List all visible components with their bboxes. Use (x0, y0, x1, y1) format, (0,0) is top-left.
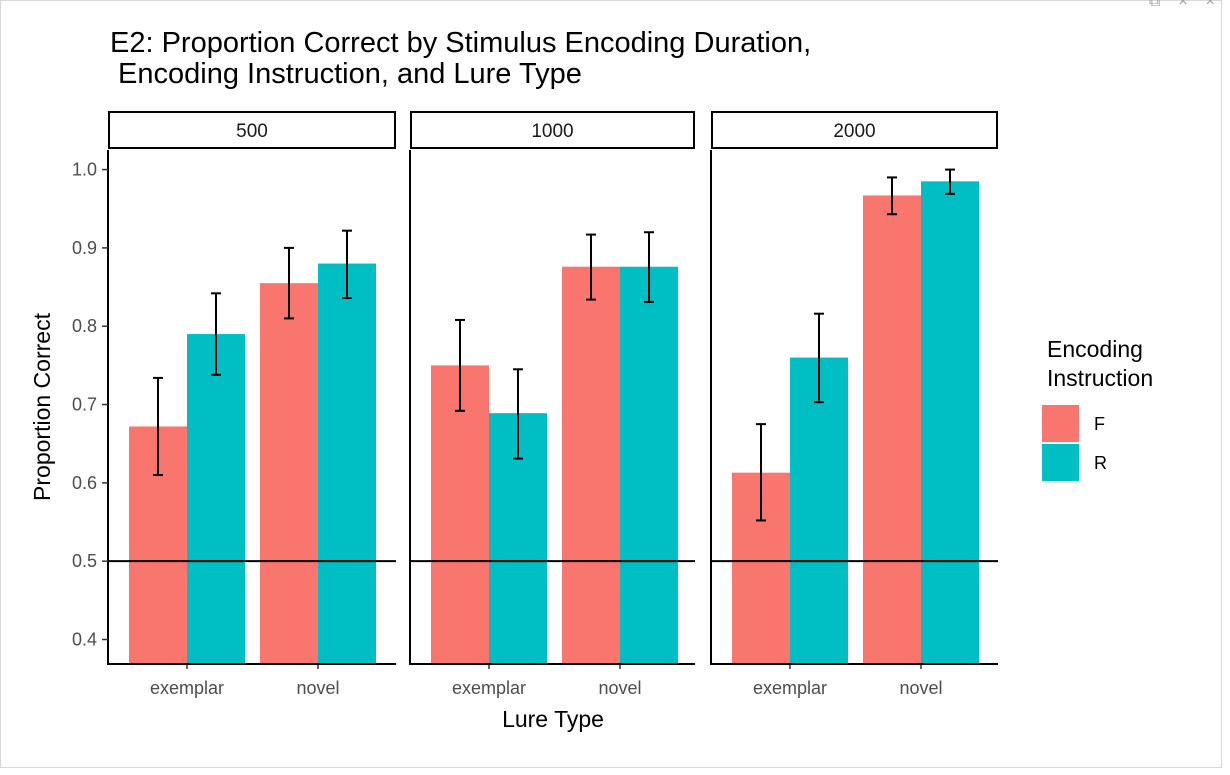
bar-2000-novel-F (863, 195, 921, 663)
legend-label-F: F (1094, 414, 1105, 434)
error-bar-1000-novel-F (586, 233, 596, 301)
error-bar-2000-exemplar-F (756, 423, 766, 522)
x-tick-label-exemplar: exemplar (753, 678, 827, 698)
error-bar-2000-novel-F (887, 176, 897, 216)
facet-strip-label: 2000 (833, 121, 875, 142)
facet-panels: 500 exemplar novel 1000 exemplar novel 2000 exe… (107, 111, 998, 698)
bar-500-novel-F (260, 283, 318, 663)
facet-strip-1000 (410, 111, 695, 149)
axis-labels: Lure Type Proportion Correct (29, 312, 604, 732)
bar-1000-novel-F (562, 266, 620, 663)
close-icon-secondary[interactable]: × (1205, 0, 1215, 10)
chart-title-line-1: E2: Proportion Correct by Stimulus Encod… (110, 27, 811, 59)
legend-title-line-1: Encoding (1047, 336, 1143, 362)
x-tick-label-exemplar: exemplar (150, 678, 224, 698)
bar-1000-exemplar-F (431, 365, 489, 663)
facet-strip-500 (108, 111, 396, 149)
legend-swatch-R (1042, 444, 1079, 481)
y-tick-label: 0.5 (72, 551, 97, 571)
error-bar-1000-novel-R (644, 231, 654, 303)
facet-panel-1000: 1000 exemplar novel (409, 111, 695, 698)
chart-title-line-2: Encoding Instruction, and Lure Type (110, 58, 582, 90)
legend-label-R: R (1094, 453, 1107, 473)
x-axis-title: Lure Type (502, 706, 604, 732)
y-tick-label: 0.8 (72, 316, 97, 336)
error-bar-500-exemplar-R (211, 292, 221, 376)
legend: Encoding Instruction FR (1042, 336, 1153, 481)
legend-title-line-2: Instruction (1047, 365, 1153, 391)
error-bar-500-exemplar-F (153, 376, 163, 477)
y-axis: 0.4 0.5 0.6 0.7 0.8 0.9 1.0 (72, 160, 108, 650)
x-tick-label-novel: novel (899, 678, 942, 698)
error-bar-500-novel-F (284, 246, 294, 320)
bar-500-novel-R (318, 263, 376, 663)
error-bar-1000-exemplar-F (455, 318, 465, 412)
bar-2000-novel-R (921, 181, 979, 663)
y-tick-label: 0.6 (72, 473, 97, 493)
y-axis-title: Proportion Correct (29, 312, 55, 501)
close-icon[interactable]: × (1178, 0, 1188, 10)
restore-icon[interactable]: ⧉ (1148, 0, 1161, 10)
facet-strip-label: 1000 (531, 121, 573, 142)
y-tick-label: 0.9 (72, 238, 97, 258)
error-bar-2000-exemplar-R (814, 312, 824, 404)
facet-panel-2000: 2000 exemplar novel (710, 111, 998, 698)
facet-strip-2000 (711, 111, 998, 149)
x-tick-label-novel: novel (296, 678, 339, 698)
error-bar-500-novel-R (342, 229, 352, 300)
x-tick-label-exemplar: exemplar (452, 678, 526, 698)
y-tick-label: 0.7 (72, 395, 97, 415)
window-controls: ⧉ × × (1149, 0, 1215, 11)
bar-2000-exemplar-R (790, 357, 848, 663)
y-tick-label: 1.0 (72, 160, 97, 180)
legend-swatch-F (1042, 405, 1079, 442)
chart-title: E2: Proportion Correct by Stimulus Encod… (110, 27, 811, 90)
x-tick-label-novel: novel (598, 678, 641, 698)
error-bar-2000-novel-R (945, 168, 955, 195)
facet-panel-500: 500 exemplar novel (107, 111, 396, 698)
error-bar-1000-exemplar-R (513, 368, 523, 460)
y-tick-label: 0.4 (72, 630, 97, 650)
facet-strip-label: 500 (236, 121, 268, 142)
bar-1000-novel-R (620, 266, 678, 663)
bar-500-exemplar-R (187, 334, 245, 663)
